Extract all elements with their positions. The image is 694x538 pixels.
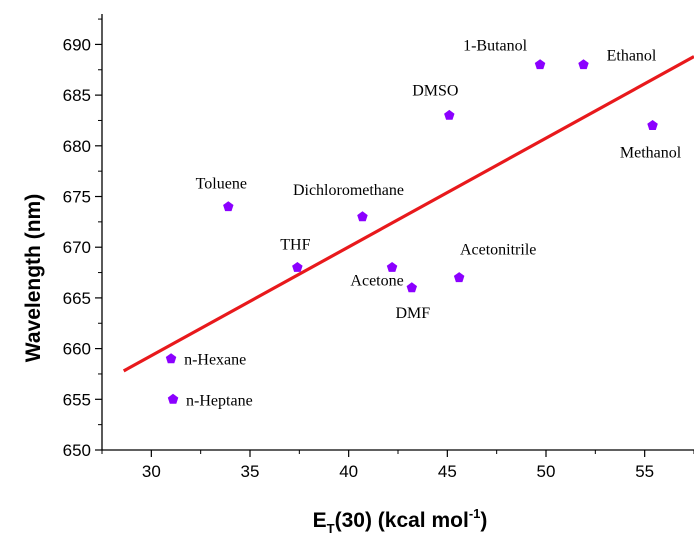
y-axis-title: Wavelength (nm) xyxy=(22,194,45,362)
data-point-label: Acetone xyxy=(350,272,403,289)
data-point-marker xyxy=(647,120,658,130)
x-axis-title: ET(30) (kcal mol-1) xyxy=(313,506,488,536)
y-tick-label: 650 xyxy=(63,441,91,460)
y-tick-label: 685 xyxy=(63,86,91,105)
x-tick-label: 45 xyxy=(438,462,457,481)
data-point-marker xyxy=(223,201,233,211)
x-axis-title-close: ) xyxy=(480,509,487,532)
data-point-marker xyxy=(168,394,179,404)
data-point-label: DMSO xyxy=(412,82,458,99)
x-tick-label: 35 xyxy=(241,462,260,481)
x-tick-label: 40 xyxy=(339,462,358,481)
y-tick-label: 670 xyxy=(63,238,91,257)
data-point-label: THF xyxy=(280,236,310,253)
linear-fit-line xyxy=(124,57,694,371)
data-point-label: DMF xyxy=(395,305,430,322)
data-point-label: n-Hexane xyxy=(184,352,246,369)
data-point-label: Methanol xyxy=(620,145,682,162)
x-axis-title-main: E xyxy=(313,509,327,532)
x-axis-title-rest: (30) (kcal mol xyxy=(335,509,469,532)
plot-area xyxy=(102,14,694,450)
y-tick-label: 690 xyxy=(63,35,91,54)
x-axis-title-sub: T xyxy=(327,521,335,536)
y-tick-label: 665 xyxy=(63,289,91,308)
y-tick-label: 680 xyxy=(63,137,91,156)
y-tick-label: 675 xyxy=(63,188,91,207)
data-point-marker xyxy=(444,110,454,120)
x-tick-label: 30 xyxy=(142,462,161,481)
y-tick-label: 660 xyxy=(63,340,91,359)
x-tick-label: 55 xyxy=(635,462,654,481)
data-point-label: Toluene xyxy=(196,176,247,193)
data-point-marker xyxy=(357,211,368,221)
y-axis-ticks: 650 655 660 665 670 675 680 685 690 xyxy=(63,19,102,460)
data-point-label: Dichloromethane xyxy=(293,182,404,199)
data-point-marker xyxy=(407,282,417,292)
data-point-label: n-Heptane xyxy=(186,392,253,409)
data-point-label: Ethanol xyxy=(607,48,657,65)
data-point-marker xyxy=(454,272,465,282)
data-point-marker xyxy=(292,262,303,272)
data-point-marker xyxy=(387,262,398,272)
data-point-marker xyxy=(578,59,588,69)
x-tick-label: 50 xyxy=(537,462,556,481)
x-axis-ticks: 30 35 40 45 50 55 xyxy=(102,450,694,481)
fit-line-group xyxy=(124,57,694,371)
point-labels: n-Hexane n-Heptane Toluene THF Dichlorometha… xyxy=(184,38,682,410)
y-tick-label: 655 xyxy=(63,390,91,409)
x-axis-title-sup: -1 xyxy=(469,506,481,521)
data-point-marker xyxy=(535,59,546,69)
data-point-marker xyxy=(166,353,177,363)
data-point-label: Acetonitrile xyxy=(460,242,536,259)
data-point-label: 1-Butanol xyxy=(463,38,528,55)
